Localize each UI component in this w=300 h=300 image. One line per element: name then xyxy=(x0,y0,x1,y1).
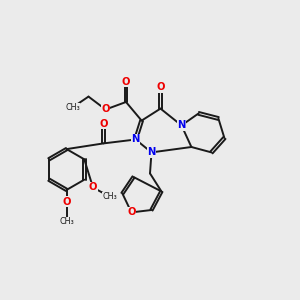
Text: O: O xyxy=(99,118,108,129)
Text: O: O xyxy=(89,182,97,193)
Text: O: O xyxy=(127,207,136,218)
Text: CH₃: CH₃ xyxy=(65,103,80,112)
Text: N: N xyxy=(147,147,156,158)
Text: O: O xyxy=(101,104,110,115)
Text: CH₃: CH₃ xyxy=(102,192,117,201)
Text: O: O xyxy=(62,196,71,207)
Text: O: O xyxy=(122,76,130,87)
Text: CH₃: CH₃ xyxy=(59,217,74,226)
Text: N: N xyxy=(177,120,186,130)
Text: O: O xyxy=(156,82,165,92)
Text: N: N xyxy=(131,134,140,145)
